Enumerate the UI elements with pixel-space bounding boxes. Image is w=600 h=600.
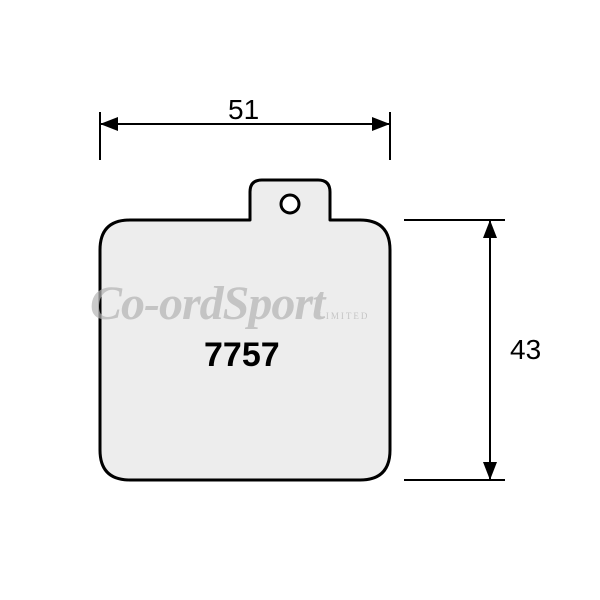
width-arrow-left <box>100 117 118 131</box>
height-arrow-top <box>483 220 497 238</box>
diagram-stage: Co-ordSportLIMITED 7757 51 43 <box>0 0 600 600</box>
brake-pad-outline <box>100 180 390 480</box>
mounting-hole <box>281 195 299 213</box>
part-number-label: 7757 <box>204 336 280 375</box>
technical-drawing-svg <box>0 0 600 600</box>
width-dimension-value: 51 <box>228 94 259 126</box>
height-arrow-bottom <box>483 462 497 480</box>
height-dimension-value: 43 <box>510 334 541 366</box>
width-arrow-right <box>372 117 390 131</box>
